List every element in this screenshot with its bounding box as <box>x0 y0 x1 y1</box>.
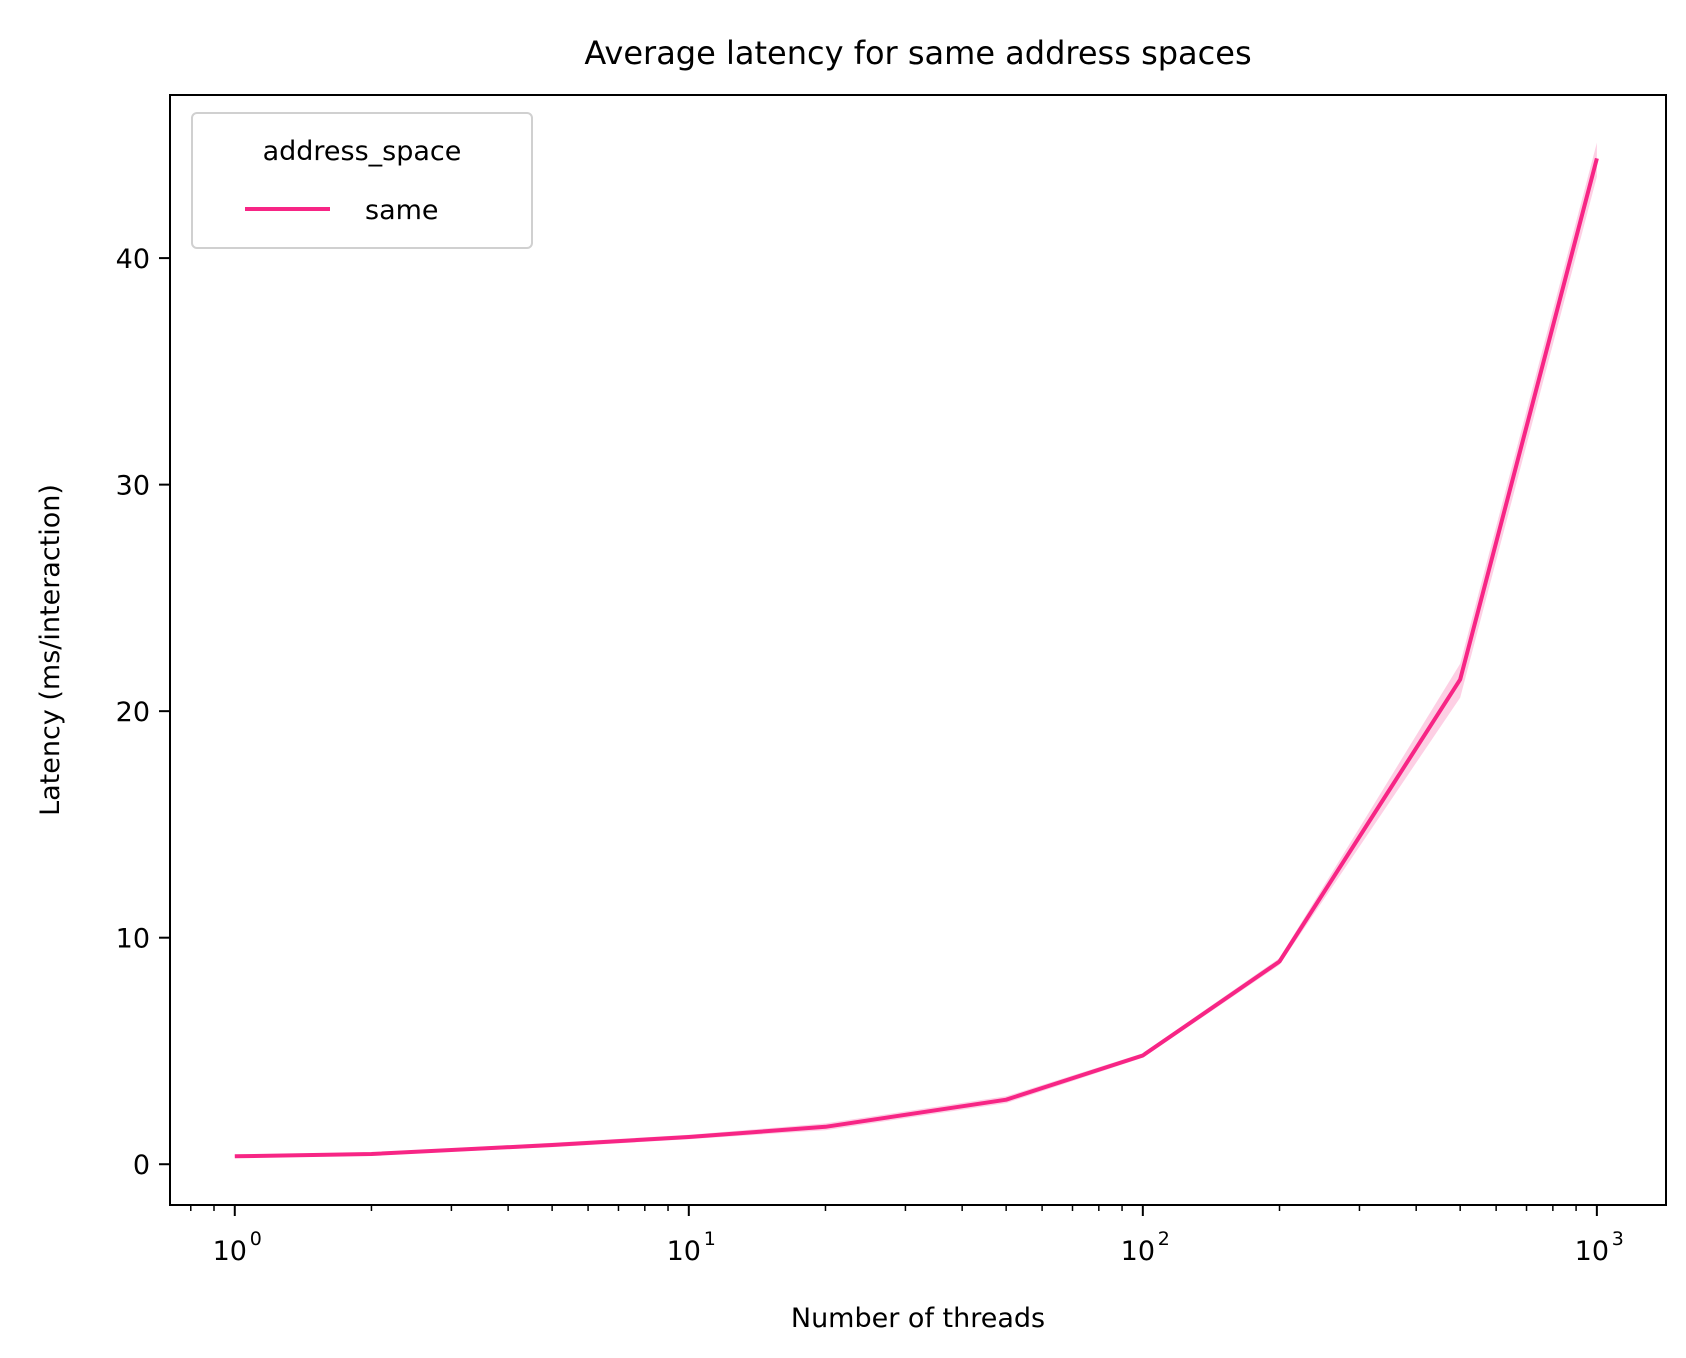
legend: address_space same <box>191 112 533 249</box>
data-point <box>824 1125 828 1129</box>
x-axis: 10 0 10 1 10 2 10 3 <box>190 1205 1624 1267</box>
data-point <box>1004 1098 1008 1102</box>
x-tick-label: 10 <box>1121 1236 1155 1267</box>
y-axis-label: Latency (ms/interaction) <box>35 484 66 816</box>
data-point <box>233 1154 237 1158</box>
y-tick-label: 20 <box>116 697 150 728</box>
axes-frame <box>169 94 1667 1206</box>
data-point <box>687 1135 691 1139</box>
chart-title: Average latency for same address spaces <box>584 34 1251 72</box>
x-tick-exponent: 2 <box>1158 1228 1170 1250</box>
y-axis: 0 10 20 30 40 <box>116 244 170 1181</box>
x-tick-exponent: 3 <box>1612 1228 1624 1250</box>
x-axis-label: Number of threads <box>791 1303 1045 1334</box>
plot-area <box>233 142 1599 1159</box>
data-point <box>1595 156 1599 160</box>
series-line-0 <box>234 157 1599 1159</box>
legend-title: address_space <box>263 136 462 167</box>
data-point <box>1141 1054 1145 1058</box>
y-tick-label: 40 <box>116 244 150 275</box>
x-tick-label: 10 <box>213 1236 247 1267</box>
data-point <box>370 1152 374 1156</box>
data-point <box>1458 677 1462 681</box>
y-tick-label: 30 <box>116 471 150 502</box>
x-tick-label: 10 <box>667 1236 701 1267</box>
x-tick-label: 10 <box>1575 1236 1609 1267</box>
data-point <box>1278 960 1282 964</box>
data-point <box>550 1143 554 1147</box>
y-tick-label: 0 <box>133 1150 150 1181</box>
legend-box <box>191 112 533 249</box>
legend-label-same: same <box>365 195 439 226</box>
y-tick-label: 10 <box>116 924 150 955</box>
x-tick-exponent: 0 <box>250 1228 262 1250</box>
x-tick-exponent: 1 <box>704 1228 716 1250</box>
